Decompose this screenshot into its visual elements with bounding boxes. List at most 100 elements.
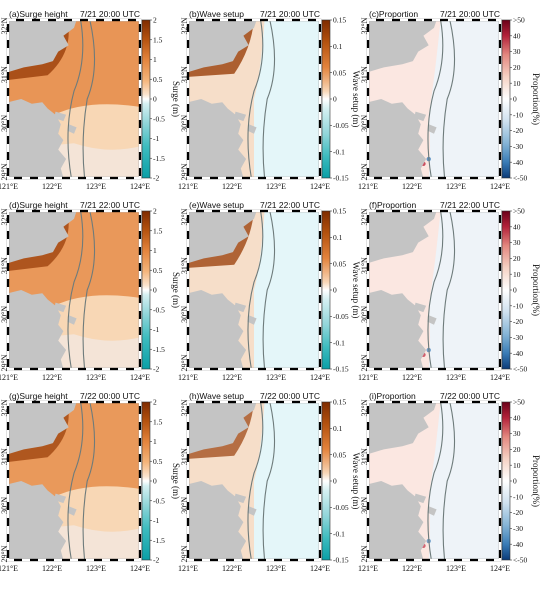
colorbar-tick-label: -1.5 xyxy=(153,345,165,354)
colorbar-tick-label: 0 xyxy=(513,286,517,295)
colorbar-tick-label: 0.1 xyxy=(333,424,343,433)
colorbar-tick-label: <-50 xyxy=(513,174,527,183)
lon-tick-label: 124°E xyxy=(310,564,330,573)
bathymetry-contour xyxy=(262,402,276,560)
map-panel-1-1: (e)Wave setup 7/21 22:00 UTC 121°E 122°E 123… xyxy=(178,200,361,382)
lat-tick-label: 29°N xyxy=(360,545,369,562)
panel-time: 7/21 20:00 UTC xyxy=(80,9,140,19)
panel-time: 7/21 20:00 UTC xyxy=(260,9,320,19)
lon-tick-label: 124°E xyxy=(310,182,330,191)
lon-tick-label: 123°E xyxy=(86,373,106,382)
colorbar-tick-label: 0 xyxy=(333,477,337,486)
colorbar-tick-label: 0 xyxy=(153,286,157,295)
map-frame-dash xyxy=(366,18,502,180)
colorbar-tick-label: -20 xyxy=(513,508,523,517)
land-south xyxy=(368,290,427,369)
colorbar-prop: >50 40 30 20 10 0 -10 -20 -30 -40 <-50 Proportion(%… xyxy=(501,398,541,565)
island xyxy=(234,111,247,122)
land-south xyxy=(8,99,67,178)
lat-tick-label: 30°N xyxy=(180,115,189,132)
land-south xyxy=(188,99,247,178)
map-panel-0-0: (a)Surge height 7/21 20:00 UTC 121°E 122°E 1… xyxy=(0,9,181,191)
map-frame-dash xyxy=(6,209,142,371)
lat-tick-label: 29°N xyxy=(360,354,369,371)
map-panel-1-2: (f)Proportion 7/21 22:00 UTC 121°E 122°E 123… xyxy=(358,200,541,382)
bathymetry-contour xyxy=(442,211,456,369)
panel-time: 7/22 00:00 UTC xyxy=(440,391,500,401)
lon-tick-label: 123°E xyxy=(446,373,466,382)
land-north xyxy=(8,20,77,73)
land-north xyxy=(188,211,257,264)
island xyxy=(54,302,67,313)
bathymetry-contour xyxy=(442,20,456,178)
lat-tick-label: 31°N xyxy=(180,448,189,465)
bathymetry-contour xyxy=(262,20,276,178)
lat-tick-label: 31°N xyxy=(360,66,369,83)
colorbar-tick-label: -0.15 xyxy=(333,365,349,374)
panel-title: (h)Wave setup xyxy=(189,391,244,401)
lon-tick-label: 121°E xyxy=(178,182,198,191)
colorbar-label: Wave setup (m) xyxy=(351,71,361,128)
colorbar-tick-label: 40 xyxy=(513,413,521,422)
colorbar-tick-label: 1 xyxy=(153,437,157,446)
colorbar-label: Proportion(%) xyxy=(531,264,541,316)
colorbar-tick-label: -1.5 xyxy=(153,536,165,545)
panel-time: 7/21 20:00 UTC xyxy=(440,9,500,19)
colorbar-tick-label: -0.1 xyxy=(333,147,345,156)
panel-title: (g)Surge height xyxy=(9,391,68,401)
panel-title: (c)Proportion xyxy=(369,9,418,19)
island xyxy=(414,302,427,313)
bathymetry-contour xyxy=(442,402,456,560)
colorbar-tick-label: -30 xyxy=(513,333,523,342)
colorbar-tick-label: -40 xyxy=(513,540,523,549)
panel-title: (i)Proportion xyxy=(369,391,416,401)
island xyxy=(206,35,231,49)
island xyxy=(206,226,231,240)
colorbar-tick-label: -20 xyxy=(513,126,523,135)
colorbar-surge: 2 1.5 1 0.5 0 -0.5 -1 -1.5 -2 Surge (m) xyxy=(141,207,181,374)
colorbar-wave: 0.15 0.1 0.05 0 -0.05 -0.1 -0.15 Wave setup (m) xyxy=(321,398,361,565)
colorbar-tick-label: 2 xyxy=(153,16,157,25)
colorbar-tick-label: -2 xyxy=(153,365,159,374)
panel-time: 7/22 00:00 UTC xyxy=(260,391,320,401)
colorbar-tick-label: -40 xyxy=(513,349,523,358)
panel-title: (d)Surge height xyxy=(9,200,68,210)
lat-tick-label: 32°N xyxy=(360,399,369,416)
colorbar-tick-label: 1 xyxy=(153,55,157,64)
panel-time: 7/21 22:00 UTC xyxy=(440,200,500,210)
lon-tick-label: 121°E xyxy=(0,564,18,573)
panel-title: (a)Surge height xyxy=(9,9,68,19)
colorbar-tick-label: -10 xyxy=(513,492,523,501)
colorbar-tick-label: 30 xyxy=(513,429,521,438)
island xyxy=(206,417,231,431)
colorbar-tick-label: -0.05 xyxy=(333,503,349,512)
island xyxy=(54,111,67,122)
bathymetry-contour xyxy=(247,211,264,369)
colorbar-tick-label: 1.5 xyxy=(153,226,163,235)
colorbar-tick-label: <-50 xyxy=(513,365,527,374)
colorbar-ramp xyxy=(141,401,151,561)
island xyxy=(247,124,257,134)
lat-tick-label: 32°N xyxy=(180,399,189,416)
island xyxy=(386,35,411,49)
lat-tick-label: 30°N xyxy=(180,497,189,514)
colorbar-surge: 2 1.5 1 0.5 0 -0.5 -1 -1.5 -2 Surge (m) xyxy=(141,398,181,565)
land-north xyxy=(368,402,437,455)
colorbar-tick-label: 0.5 xyxy=(153,75,163,84)
colorbar-tick-label: 40 xyxy=(513,31,521,40)
land-north xyxy=(368,211,437,264)
lat-tick-label: 32°N xyxy=(180,17,189,34)
island xyxy=(67,315,77,325)
colorbar-tick-label: -10 xyxy=(513,110,523,119)
map-frame-dash xyxy=(186,18,322,180)
colorbar-tick-label: 30 xyxy=(513,47,521,56)
colorbar-ramp xyxy=(501,401,511,561)
lat-tick-label: 29°N xyxy=(180,354,189,371)
bathymetry-contour xyxy=(262,211,276,369)
lon-tick-label: 122°E xyxy=(42,182,62,191)
colorbar-ramp xyxy=(321,401,331,561)
colorbar-tick-label: 1.5 xyxy=(153,417,163,426)
colorbar-tick-label: 10 xyxy=(513,461,521,470)
colorbar-wave: 0.15 0.1 0.05 0 -0.05 -0.1 -0.15 Wave setup (m) xyxy=(321,207,361,374)
colorbar-prop: >50 40 30 20 10 0 -10 -20 -30 -40 <-50 Proportion(%… xyxy=(501,207,541,374)
